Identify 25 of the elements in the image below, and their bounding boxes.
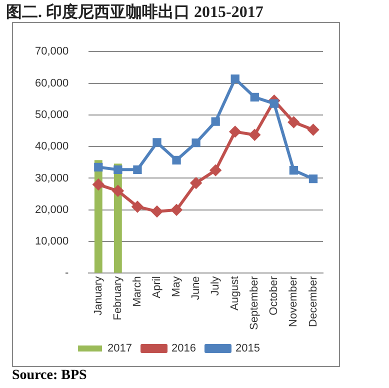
legend-label: 2016 [172, 342, 196, 355]
legend-label: 2017 [108, 342, 132, 355]
x-tick-label: April [151, 276, 164, 298]
y-tick-label: 30,000 [34, 172, 69, 184]
x-tick-label: August [229, 276, 242, 310]
y-tick-label: 20,000 [34, 204, 69, 216]
chart-title: 图二. 印度尼西亚咖啡出口 2015-2017 [6, 2, 264, 23]
y-tick-label: 70,000 [34, 46, 69, 58]
y-tick-label: 50,000 [34, 108, 69, 121]
y-tick-label: 60,000 [34, 77, 69, 90]
x-tick-label: July [210, 276, 222, 296]
y-tick-label: 40,000 [34, 140, 69, 153]
x-tick-label: October [268, 276, 280, 316]
x-tick-label: November [288, 276, 300, 327]
x-tick-label: May [170, 276, 183, 297]
y-tick-label: 10,000 [34, 236, 69, 248]
x-tick-label: December [307, 276, 320, 327]
x-tick-label: September [248, 276, 261, 330]
source-note: Source: BPS [12, 368, 87, 384]
x-tick-label: January [92, 276, 104, 316]
y-tick-label: - [64, 267, 69, 280]
x-tick-label: February [112, 276, 124, 320]
x-tick-label: June [190, 276, 202, 300]
x-tick-label: March [132, 276, 144, 307]
legend-label: 2015 [235, 342, 260, 355]
